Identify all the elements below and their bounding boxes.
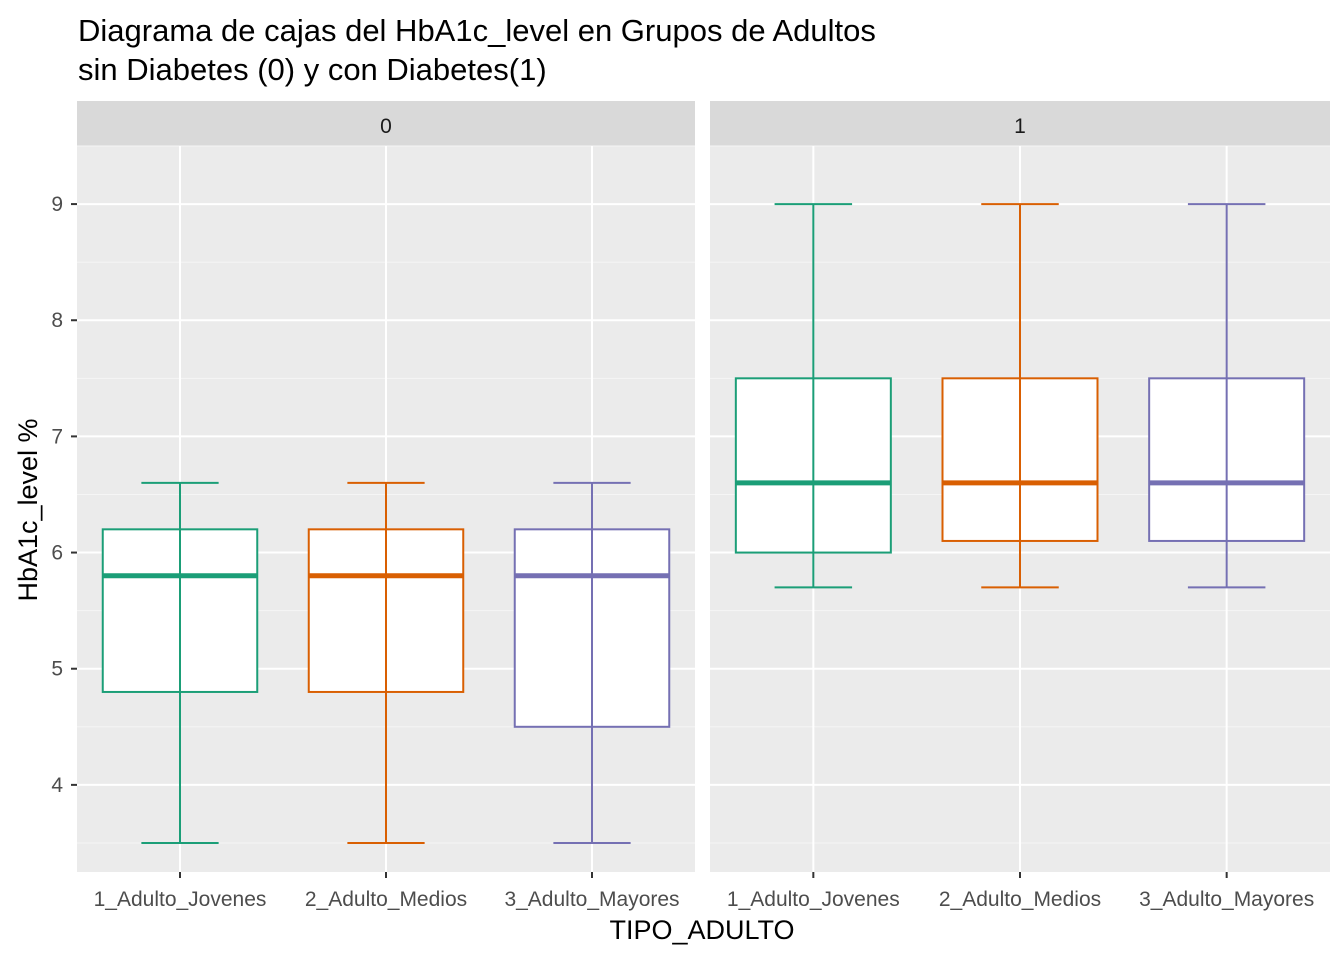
facet-strip (77, 101, 695, 146)
y-tick-label: 7 (51, 425, 63, 448)
facet-strip (710, 101, 1330, 146)
box-2_Adulto_Medios (941, 203, 1099, 589)
box-2_Adulto_Medios (307, 481, 465, 844)
box-1_Adulto_Jovenes (734, 203, 892, 589)
facet-panel-1: 1 1_Adulto_Jovenes 2_Adulto_Medios 3_Adulto… (710, 101, 1330, 911)
box-1_Adulto_Jovenes (101, 481, 259, 844)
y-tick-label: 6 (51, 542, 63, 565)
box-3_Adulto_Mayores (513, 481, 671, 844)
x-tick-label: 3_Adulto_Mayores (1139, 888, 1314, 911)
y-tick-label: 4 (51, 774, 63, 797)
facet-panels: 0 1_Adulto_Jovenes 2_Adulto_Medios 3_Adulto… (77, 101, 1330, 911)
x-tick-label: 2_Adulto_Medios (939, 888, 1101, 911)
y-axis-title: HbA1c_level % (13, 418, 43, 601)
chart-title: Diagrama de cajas del HbA1c_level en Gru… (78, 13, 876, 48)
x-tick-label: 1_Adulto_Jovenes (727, 888, 900, 911)
facet-panel-0: 0 1_Adulto_Jovenes 2_Adulto_Medios 3_Adulto… (77, 101, 695, 911)
y-tick-label: 8 (51, 309, 63, 332)
x-axis-title: TIPO_ADULTO (609, 915, 794, 945)
x-tick-label: 2_Adulto_Medios (305, 888, 467, 911)
facet-strip-label: 1 (1014, 115, 1026, 138)
facet-strip-label: 0 (380, 115, 392, 138)
y-tick-label: 9 (51, 193, 63, 216)
x-tick-label: 3_Adulto_Mayores (504, 888, 679, 911)
chart-subtitle: sin Diabetes (0) y con Diabetes(1) (78, 52, 547, 87)
y-axis: 4 5 6 7 8 9 (51, 193, 77, 797)
box-3_Adulto_Mayores (1148, 203, 1306, 589)
x-tick-label: 1_Adulto_Jovenes (94, 888, 267, 911)
y-tick-label: 5 (51, 658, 63, 681)
